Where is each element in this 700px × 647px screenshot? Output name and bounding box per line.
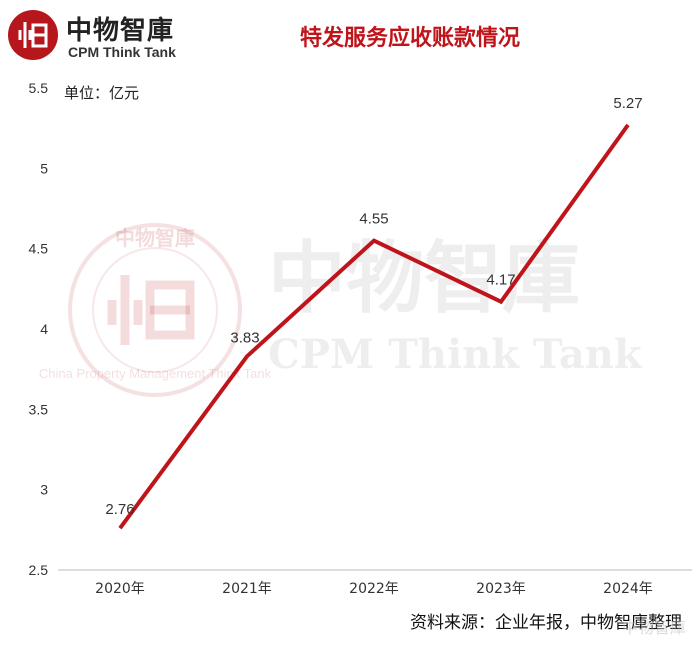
data-label: 4.17 [486, 272, 515, 289]
y-tick-label: 5.5 [29, 80, 49, 96]
x-tick-label: 2023年 [476, 581, 526, 597]
watermark-seal-glyph [107, 275, 195, 345]
x-tick-label: 2022年 [349, 581, 399, 597]
y-tick-label: 5 [40, 160, 48, 176]
data-label: 4.55 [359, 211, 388, 228]
watermark: 中物智庫 China Property Management Think Tan… [39, 223, 643, 397]
source-label: 资料来源：企业年报，中物智庫整理 [410, 613, 682, 633]
data-labels: 2.76 3.83 4.55 4.17 5.27 [105, 95, 642, 518]
logo-text-en: CPM Think Tank [68, 44, 176, 60]
watermark-en: CPM Think Tank [268, 331, 643, 378]
series-group [118, 123, 630, 530]
watermark-seal-ring-text: China Property Management Think Tank [39, 366, 272, 381]
y-axis-ticks: 2.5 3 3.5 4 4.5 5 5.5 [29, 80, 49, 578]
logo-glyph-icon [18, 22, 48, 48]
x-axis-ticks: 2020年 2021年 2022年 2023年 2024年 [95, 581, 653, 597]
x-tick-label: 2021年 [222, 581, 272, 597]
data-label: 2.76 [105, 501, 134, 518]
logo-text-cn: 中物智庫 [66, 16, 175, 46]
series-line [118, 123, 630, 530]
x-tick-label: 2020年 [95, 581, 145, 597]
x-tick-label: 2024年 [603, 581, 653, 597]
watermark-cn: 中物智庫 [268, 233, 580, 324]
watermark-seal-inner [92, 247, 218, 373]
y-tick-label: 3.5 [29, 401, 49, 417]
y-tick-label: 2.5 [29, 562, 49, 578]
logo-seal-icon [8, 10, 58, 60]
y-tick-label: 4 [40, 321, 48, 337]
y-tick-label: 4.5 [29, 241, 49, 257]
unit-label: 单位：亿元 [64, 84, 140, 102]
data-label: 3.83 [230, 329, 259, 346]
corner-watermark: 中物智庫 [621, 618, 686, 637]
watermark-seal-ring [68, 223, 242, 397]
logo: 中物智庫 CPM Think Tank [8, 6, 208, 64]
watermark-seal-cn: 中物智庫 [115, 226, 195, 250]
chart-title: 特发服务应收账款情况 [299, 26, 520, 51]
y-tick-label: 3 [40, 482, 48, 498]
data-label: 5.27 [613, 95, 642, 112]
